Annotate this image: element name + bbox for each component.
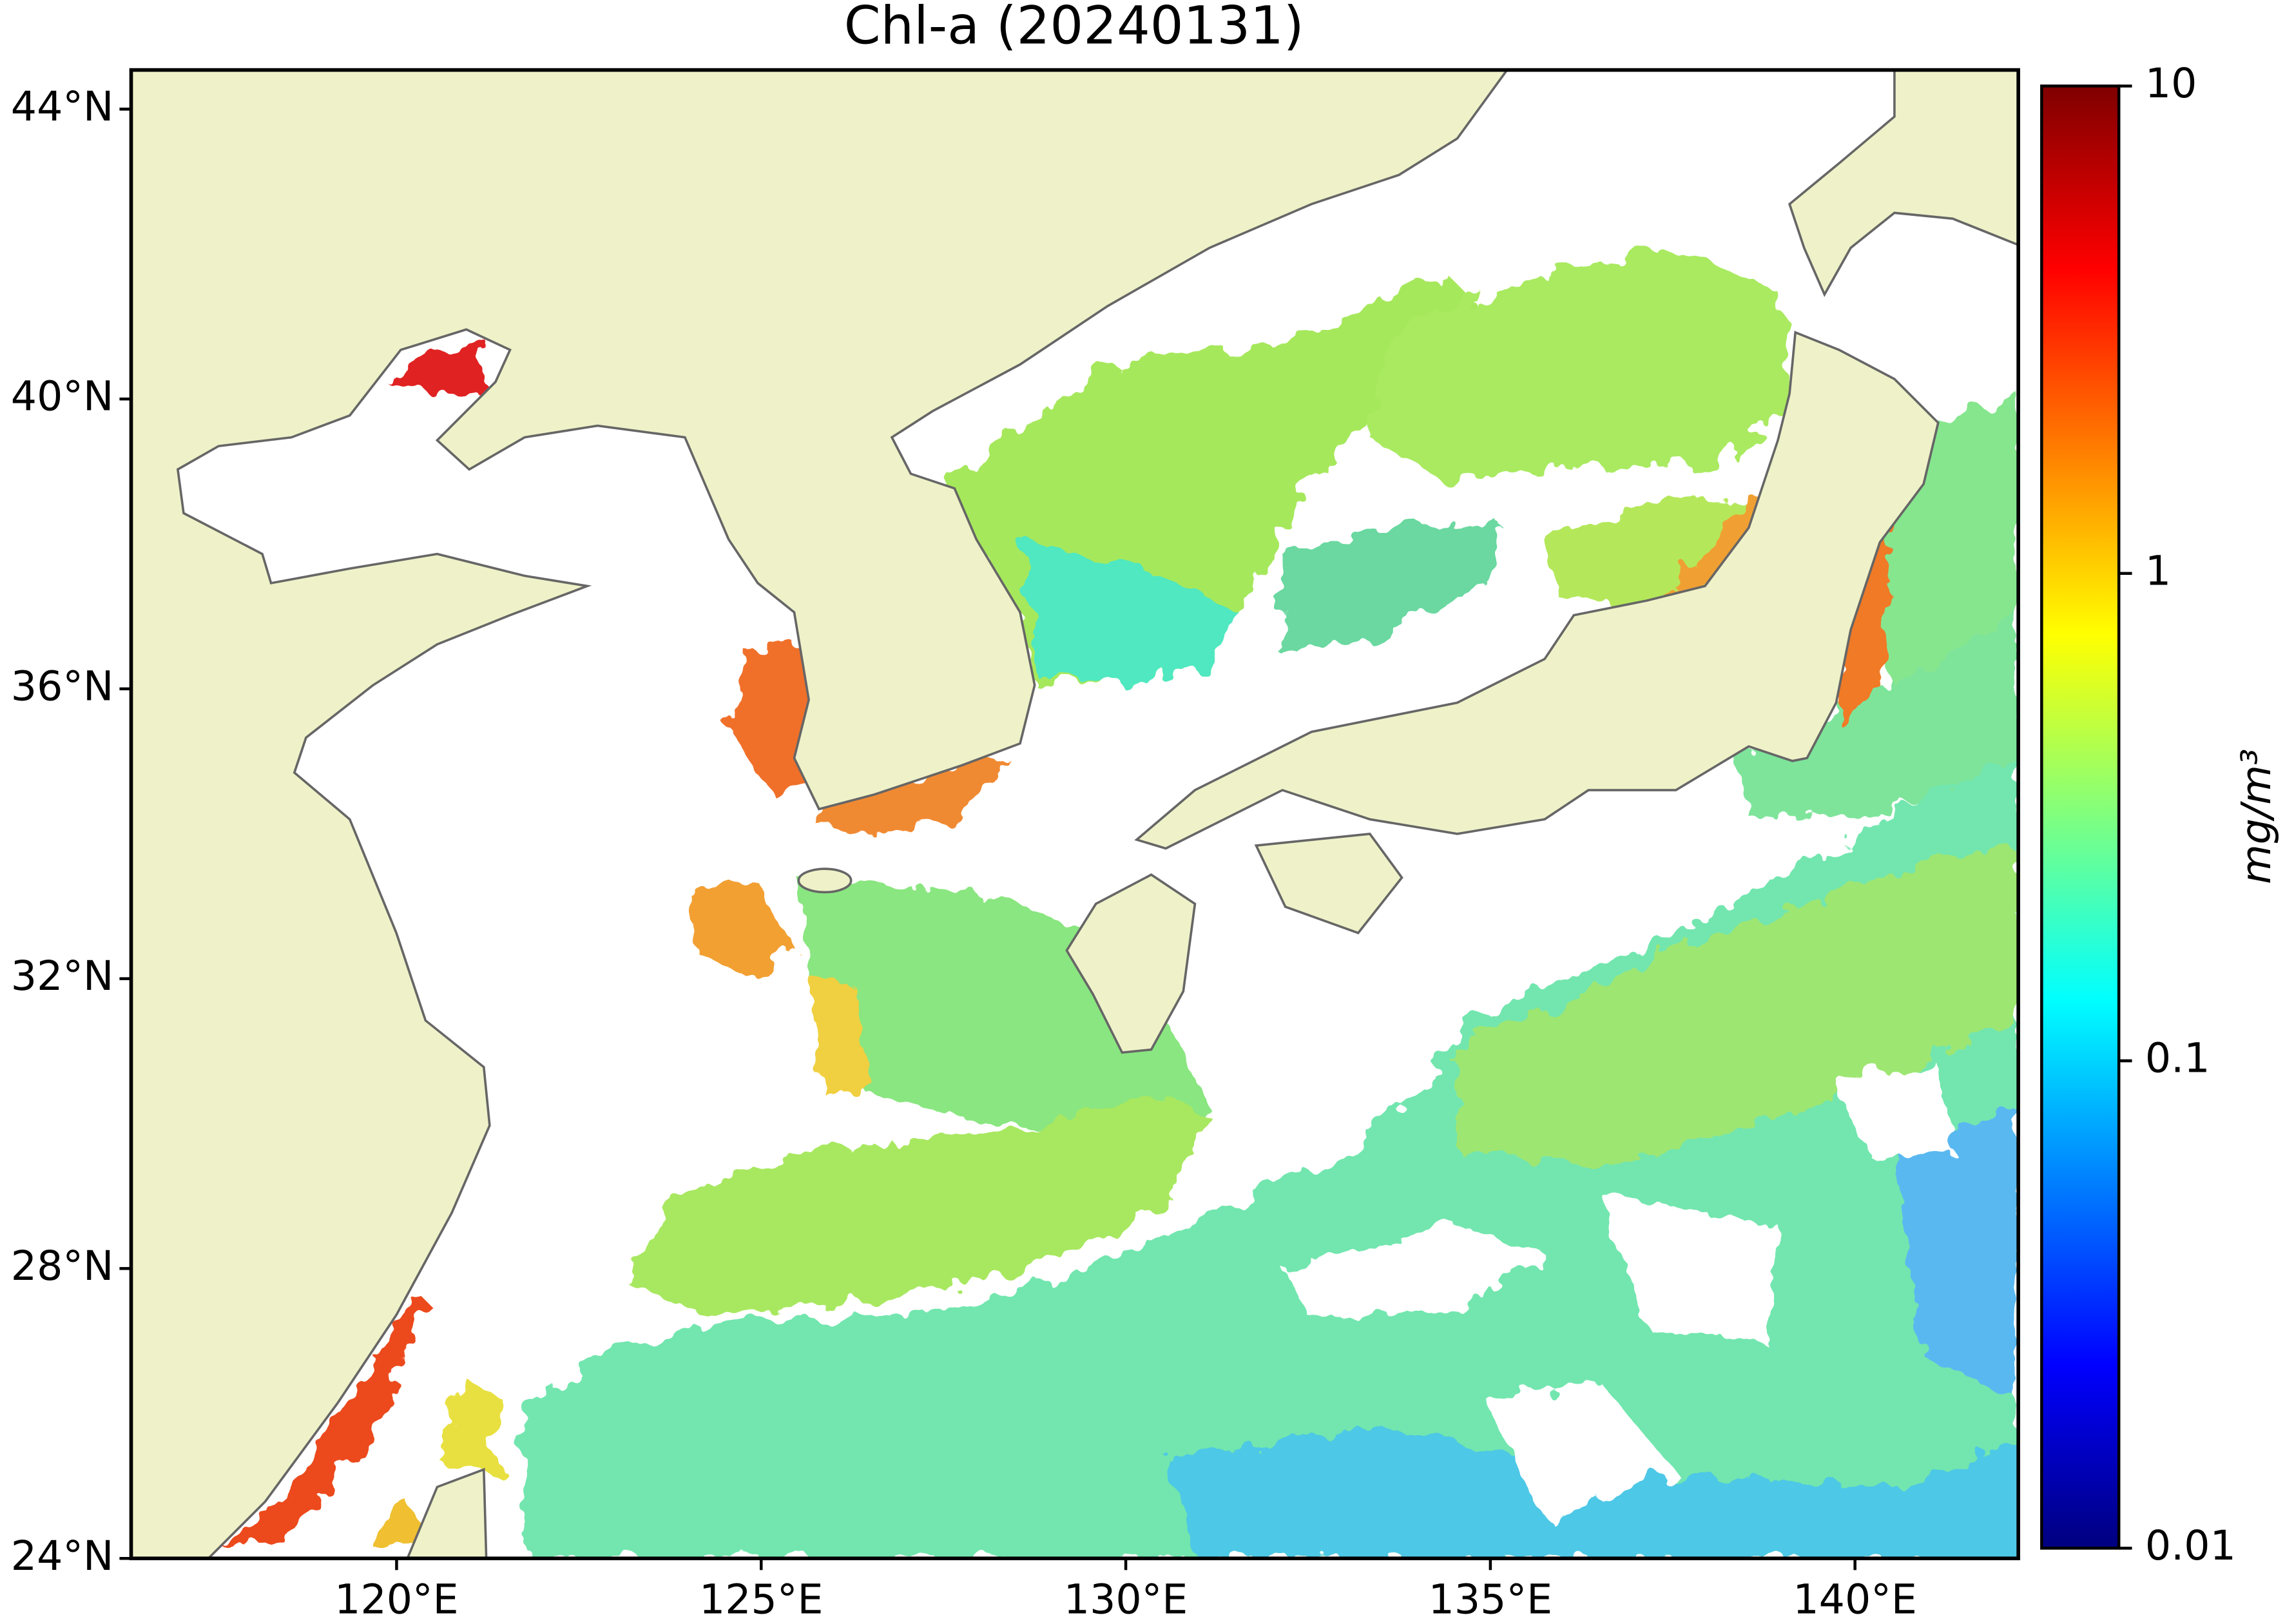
chl-patch (1838, 517, 1895, 730)
chl-patch (371, 1501, 423, 1553)
x-tick-label: 135°E (1429, 1576, 1553, 1623)
x-tick-label: 140°E (1793, 1576, 1917, 1623)
taiwan (406, 1467, 488, 1559)
colorbar-tick-label: 0.01 (2145, 1522, 2236, 1569)
kyushu (1065, 873, 1197, 1054)
chart-title: Chl-a (20240131) (844, 0, 1304, 57)
plot-frame (129, 68, 2020, 1561)
chl-patch (1457, 846, 2019, 1166)
chl-patch (1661, 496, 1766, 601)
colorbar-label: mg/m³ (2232, 749, 2280, 884)
chl-patch (626, 1096, 1210, 1315)
map-area (131, 70, 2019, 1559)
y-tick-label: 40°N (11, 372, 114, 420)
x-tick-label: 120°E (334, 1576, 459, 1623)
chl-patch (816, 755, 1006, 834)
chl-patch (1020, 539, 1239, 686)
chl-patch (1734, 612, 2019, 817)
honshu (1134, 331, 1940, 850)
y-tick-label: 28°N (11, 1242, 114, 1290)
mainland (131, 70, 1509, 1559)
y-tick-label: 24°N (11, 1532, 114, 1580)
chl-patch (525, 729, 2019, 1559)
chl-patch (684, 882, 795, 977)
chl-patch (1369, 247, 1793, 481)
y-tick-label: 36°N (11, 662, 114, 710)
x-tick-label: 130°E (1064, 1576, 1188, 1623)
x-tick-label: 125°E (699, 1576, 824, 1623)
hokkaido (1788, 70, 2019, 297)
chl-patch (1894, 1108, 2019, 1400)
y-tick-label: 44°N (11, 82, 114, 130)
chl-patch (386, 342, 488, 397)
chlorophyll-field (218, 247, 2019, 1559)
chl-patch (1282, 525, 1501, 656)
y-tick-label: 32°N (11, 952, 114, 1000)
chl-patch (218, 1290, 430, 1549)
cloud (1603, 1195, 1779, 1342)
colorbar-tick-label: 1 (2145, 546, 2171, 594)
chl-patch (794, 875, 1210, 1130)
colorbar (2040, 84, 2121, 1550)
cloud (1282, 1224, 1545, 1320)
colorbar-tick-label: 10 (2145, 59, 2197, 107)
cloud (1836, 1064, 1953, 1152)
chl-patch (437, 1377, 503, 1473)
cloud (1486, 1385, 1676, 1516)
colorbar-tick-label: 0.1 (2145, 1034, 2210, 1082)
jeju (797, 867, 853, 894)
shikoku (1254, 833, 1403, 934)
land (131, 70, 2019, 1559)
chl-patch (809, 976, 867, 1094)
